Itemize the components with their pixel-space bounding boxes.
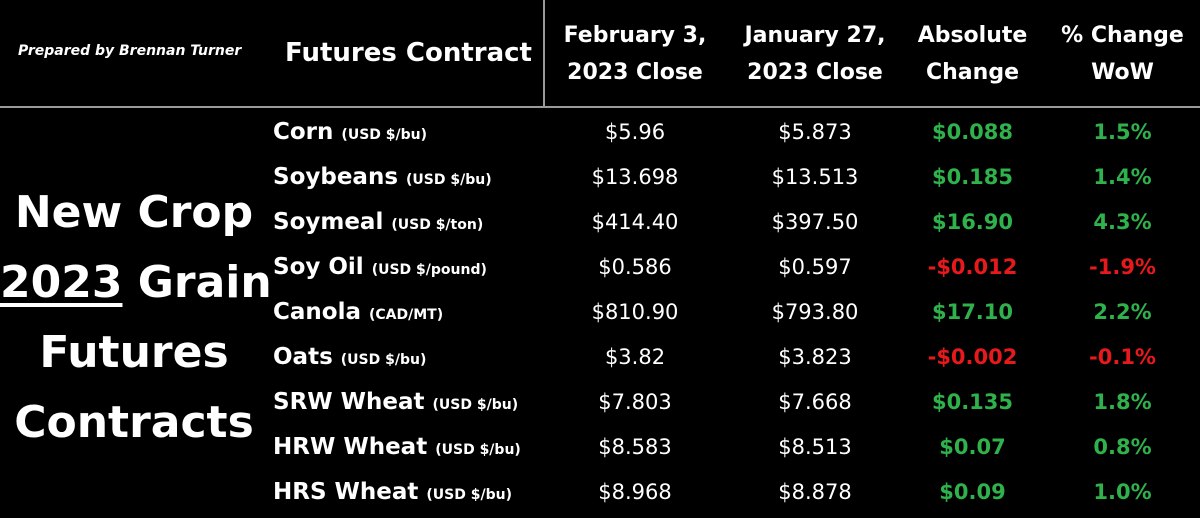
contract-name-text: Soymeal — [273, 209, 384, 235]
table-row: HRW Wheat (USD $/bu) $8.583 $8.513 $0.07 0.8… — [0, 425, 1200, 470]
feb3-close-value: $8.583 — [598, 435, 672, 459]
contract-name: SRW Wheat (USD $/bu) — [273, 380, 518, 428]
contract-name: Corn (USD $/bu) — [273, 110, 427, 158]
contract-unit: (USD $/bu) — [406, 172, 492, 188]
jan27-close-value: $793.80 — [771, 300, 859, 324]
absolute-change-value: $0.135 — [931, 390, 1014, 414]
table-row: Soymeal (USD $/ton) $414.40 $397.50 $16.90 4… — [0, 200, 1200, 245]
pct-change-value: 1.4% — [1093, 165, 1152, 189]
pct-change-value: -0.1% — [1089, 345, 1156, 369]
table-row: Oats (USD $/bu) $3.82 $3.823 -$0.002 -0.1% — [0, 335, 1200, 380]
contract-name: Oats (USD $/bu) — [273, 335, 426, 383]
feb3-close-value: $810.90 — [591, 300, 679, 324]
side-title: New Crop 2023 Grain Futures Contracts — [0, 178, 272, 458]
prepared-by-credit: Prepared by Brennan Turner — [18, 43, 242, 59]
contract-unit: (USD $/bu) — [435, 442, 521, 458]
jan27-close-value: $5.873 — [778, 120, 852, 144]
side-title-year: 2023 — [0, 257, 123, 308]
header-divider-vertical — [543, 0, 545, 106]
table-row: SRW Wheat (USD $/bu) $7.803 $7.668 $0.135 1.… — [0, 380, 1200, 425]
jan27-close-value: $8.513 — [778, 435, 852, 459]
side-title-grain: Grain — [122, 257, 272, 308]
header-pct-line1: % Change — [1061, 23, 1184, 48]
header-abs-line1: Absolute — [917, 23, 1028, 48]
header-feb3-line2: 2023 Close — [567, 60, 703, 85]
table-row: Soybeans (USD $/bu) $13.698 $13.513 $0.185 1… — [0, 155, 1200, 200]
header-abs-line2: Change — [926, 60, 1019, 85]
absolute-change-value: $0.09 — [939, 480, 1006, 504]
contract-unit: (CAD/MT) — [369, 307, 444, 323]
jan27-close-value: $0.597 — [778, 255, 852, 279]
contract-name-text: HRW Wheat — [273, 434, 428, 460]
jan27-close-value: $7.668 — [778, 390, 852, 414]
absolute-change-value: $0.185 — [931, 165, 1014, 189]
header-jan27-close: January 27, 2023 Close — [735, 17, 895, 91]
pct-change-value: 2.2% — [1093, 300, 1152, 324]
contract-unit: (USD $/bu) — [426, 487, 512, 503]
header-feb3-close: February 3, 2023 Close — [555, 17, 715, 91]
absolute-change-value: -$0.002 — [927, 345, 1018, 369]
feb3-close-value: $5.96 — [604, 120, 666, 144]
feb3-close-value: $3.82 — [604, 345, 666, 369]
jan27-close-value: $8.878 — [778, 480, 852, 504]
side-title-line3: Futures — [39, 327, 229, 378]
feb3-close-value: $414.40 — [591, 210, 679, 234]
header-futures-contract: Futures Contract — [285, 38, 532, 68]
contract-name-text: Corn — [273, 119, 334, 145]
contract-name: Soymeal (USD $/ton) — [273, 200, 483, 248]
contract-name-text: Soy Oil — [273, 254, 364, 280]
side-title-line2: 2023 Grain — [0, 248, 272, 318]
contract-unit: (USD $/bu) — [341, 127, 428, 143]
contract-name-text: Soybeans — [273, 164, 399, 190]
header-jan27-line2: 2023 Close — [747, 60, 883, 85]
contract-name: HRS Wheat (USD $/bu) — [273, 470, 512, 518]
header-pct-line2: WoW — [1091, 60, 1154, 85]
header-divider-horizontal — [0, 106, 1200, 108]
contract-unit: (USD $/ton) — [391, 217, 484, 233]
absolute-change-value: $17.10 — [931, 300, 1014, 324]
table-row: Soy Oil (USD $/pound) $0.586 $0.597 -$0.012… — [0, 245, 1200, 290]
feb3-close-value: $0.586 — [598, 255, 672, 279]
jan27-close-value: $3.823 — [778, 345, 852, 369]
contract-unit: (USD $/pound) — [371, 262, 487, 278]
side-title-line4: Contracts — [14, 397, 254, 448]
pct-change-value: 4.3% — [1093, 210, 1152, 234]
table-row: Corn (USD $/bu) $5.96 $5.873 $0.088 1.5% — [0, 110, 1200, 155]
feb3-close-value: $7.803 — [598, 390, 672, 414]
absolute-change-value: $16.90 — [931, 210, 1014, 234]
pct-change-value: 1.0% — [1093, 480, 1152, 504]
header-absolute-change: Absolute Change — [900, 17, 1045, 91]
pct-change-value: -1.9% — [1089, 255, 1156, 279]
pct-change-value: 1.8% — [1093, 390, 1152, 414]
header-pct-change: % Change WoW — [1045, 17, 1200, 91]
absolute-change-value: $0.07 — [939, 435, 1006, 459]
pct-change-value: 0.8% — [1093, 435, 1152, 459]
table-row: HRS Wheat (USD $/bu) $8.968 $8.878 $0.09 1.0… — [0, 470, 1200, 515]
contract-name: Soybeans (USD $/bu) — [273, 155, 492, 203]
feb3-close-value: $13.698 — [591, 165, 679, 189]
contract-name: Soy Oil (USD $/pound) — [273, 245, 487, 293]
side-title-line1: New Crop — [14, 187, 254, 238]
contract-name-text: Canola — [273, 299, 361, 325]
contract-name: HRW Wheat (USD $/bu) — [273, 425, 521, 473]
pct-change-value: 1.5% — [1093, 120, 1152, 144]
contract-name-text: SRW Wheat — [273, 389, 425, 415]
jan27-close-value: $13.513 — [771, 165, 859, 189]
contract-name-text: HRS Wheat — [273, 479, 419, 505]
feb3-close-value: $8.968 — [598, 480, 672, 504]
absolute-change-value: -$0.012 — [927, 255, 1018, 279]
jan27-close-value: $397.50 — [771, 210, 859, 234]
header-feb3-line1: February 3, — [563, 23, 707, 48]
contract-name: Canola (CAD/MT) — [273, 290, 443, 338]
contract-unit: (USD $/bu) — [340, 352, 427, 368]
absolute-change-value: $0.088 — [931, 120, 1014, 144]
contract-unit: (USD $/bu) — [432, 397, 519, 413]
header-jan27-line1: January 27, — [744, 23, 886, 48]
table-row: Canola (CAD/MT) $810.90 $793.80 $17.10 2.2% — [0, 290, 1200, 335]
contract-name-text: Oats — [273, 344, 333, 370]
